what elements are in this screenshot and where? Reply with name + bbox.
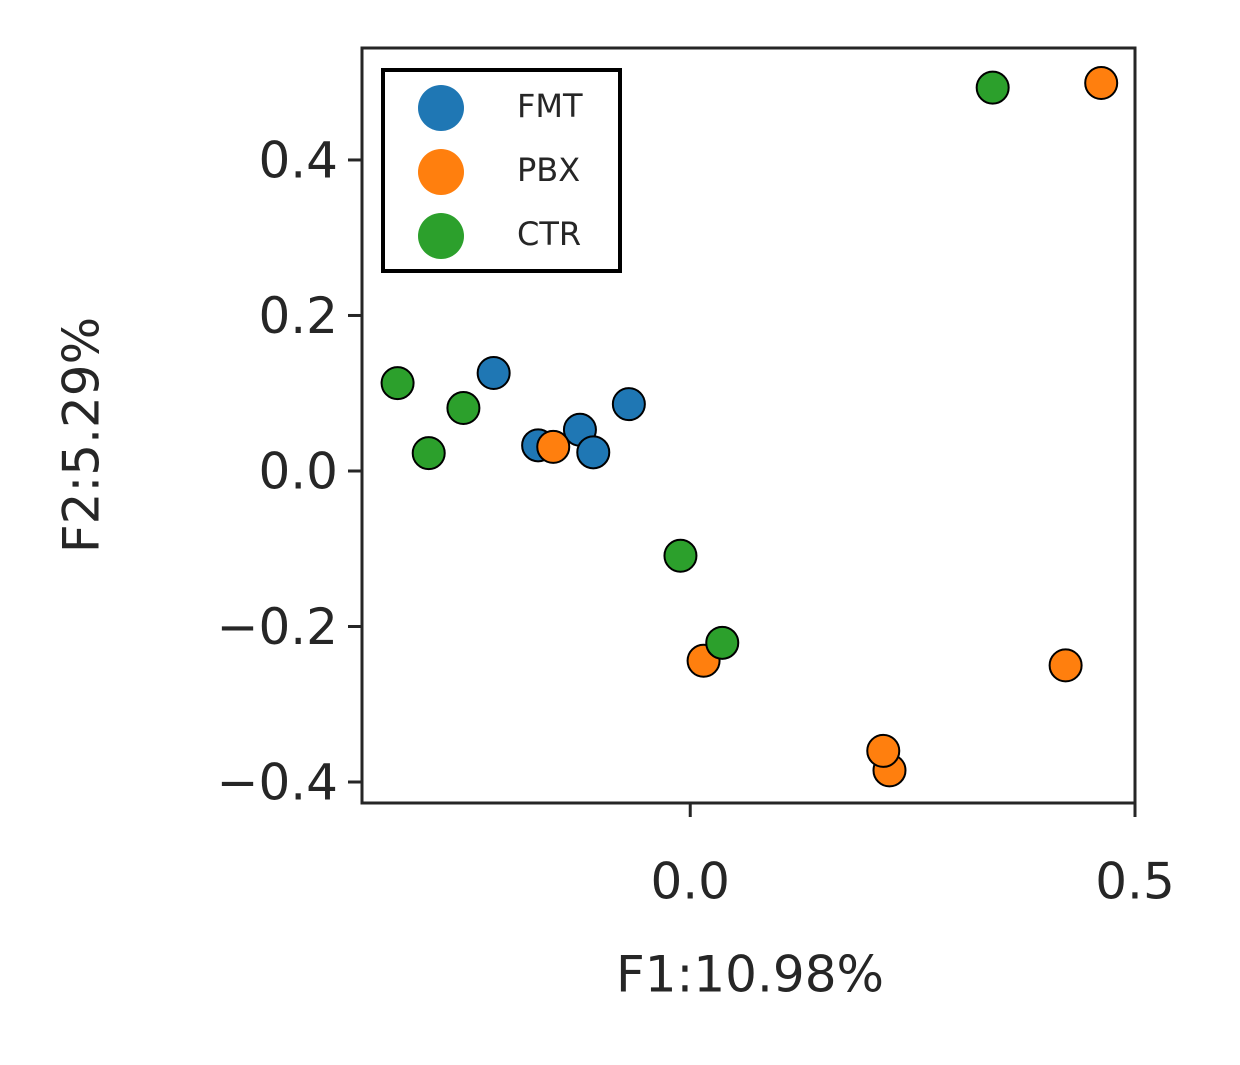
y-tick-label: 0.2 xyxy=(258,287,338,345)
point xyxy=(705,625,740,660)
plot-frame xyxy=(360,46,1137,805)
y-tick-label: 0.0 xyxy=(258,442,338,500)
point xyxy=(476,356,511,391)
point xyxy=(1084,65,1119,100)
point xyxy=(411,436,446,471)
legend-label: FMT xyxy=(517,87,583,125)
x-axis-label: F1:10.98% xyxy=(616,946,884,1004)
point xyxy=(866,733,901,768)
legend-marker xyxy=(418,85,464,131)
y-axis-label: F2:5.29% xyxy=(53,317,111,553)
legend-label: CTR xyxy=(517,215,581,253)
x-tick-label: 0.0 xyxy=(650,853,730,911)
point xyxy=(1048,648,1083,683)
point xyxy=(446,391,481,426)
point xyxy=(576,435,611,470)
point xyxy=(975,70,1010,105)
point xyxy=(611,387,646,422)
y-tick-label: 0.4 xyxy=(258,131,338,189)
point xyxy=(536,429,571,464)
legend-label: PBX xyxy=(517,151,580,189)
legend-marker xyxy=(418,149,464,195)
y-tick-label: −0.4 xyxy=(217,754,338,812)
legend-marker xyxy=(418,213,464,259)
x-tick-label: 0.5 xyxy=(1095,853,1175,911)
y-tick-label: −0.2 xyxy=(217,598,338,656)
point xyxy=(380,366,415,401)
point xyxy=(663,538,698,573)
